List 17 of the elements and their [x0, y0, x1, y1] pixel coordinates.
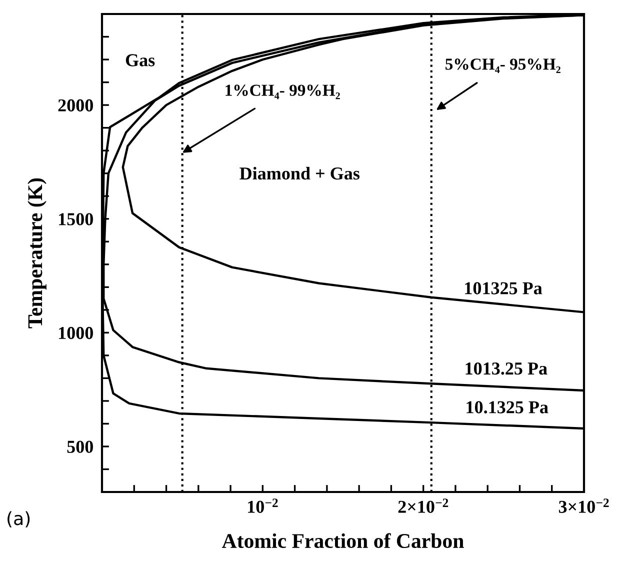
x-tick-label: 2×10$^{−2}$	[398, 498, 448, 513]
annotation: 101325 Pa	[465, 282, 542, 294]
y-tick-label: 2000	[58, 99, 93, 112]
annotation: 1013.25 Pa	[466, 362, 548, 375]
y-tick-label: 1000	[59, 326, 93, 340]
x-tick-label: 10$^{−2}$	[248, 498, 278, 513]
annotation: 1%CH₄- 99%H₂	[226, 84, 340, 100]
text: (a)	[8, 511, 30, 528]
y-axis-title: Temperature (K)	[28, 178, 46, 328]
y-tick-label: 1500	[59, 213, 93, 226]
annotation: 5%CH₄- 95%H₂	[446, 58, 560, 73]
annotation: 10.1325 Pa	[466, 401, 548, 414]
annotation: Gas	[126, 54, 155, 66]
x-axis-title: Atomic Fraction of Carbon	[222, 533, 464, 548]
annotation: Diamond + Gas	[240, 166, 360, 180]
y-tick-label: 500	[67, 440, 93, 453]
x-tick-label: 3×10$^{−2}$	[558, 498, 609, 513]
